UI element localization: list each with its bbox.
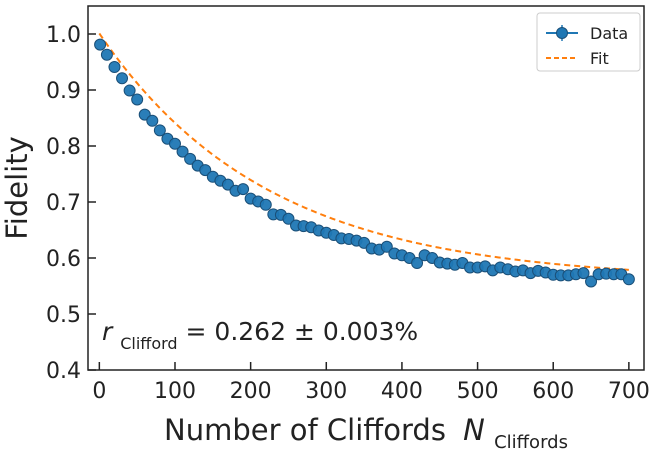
- y-tick-label: 1.0: [46, 23, 81, 48]
- data-point: [577, 267, 590, 280]
- x-axis-title: Number of Cliffords N Cliffords: [164, 413, 568, 453]
- data-point: [380, 240, 393, 253]
- rb-annotation: r Clifford = 0.262 ± 0.003%: [102, 317, 418, 355]
- x-axis-title-sub: Cliffords: [494, 432, 568, 453]
- data-point: [123, 84, 136, 97]
- data-point: [199, 164, 212, 177]
- data-point: [108, 61, 121, 74]
- plot-frame: [87, 5, 645, 371]
- legend: Data Fit: [536, 12, 641, 72]
- data-point: [411, 257, 424, 270]
- annotation-value: = 0.262 ± 0.003%: [186, 317, 419, 346]
- y-tick-label: 0.5: [46, 303, 81, 328]
- y-tick-label: 0.8: [46, 135, 81, 160]
- data-point: [146, 114, 159, 127]
- y-tick-label: 0.9: [46, 79, 81, 104]
- legend-data-marker: [556, 27, 568, 39]
- data-point: [100, 48, 113, 61]
- data-point: [585, 275, 598, 288]
- x-tick-label: 400: [381, 379, 423, 404]
- data-point: [622, 273, 635, 286]
- x-tick-label: 300: [305, 379, 347, 404]
- data-point: [131, 93, 144, 106]
- x-axis-title-main: Number of Cliffords: [164, 413, 446, 447]
- x-axis-title-var: N: [463, 413, 485, 447]
- data-point: [94, 38, 107, 51]
- y-tick-label: 0.7: [46, 191, 81, 216]
- data-point: [153, 124, 166, 137]
- fit-layer: [98, 32, 629, 271]
- legend-data-label: Data: [590, 24, 628, 43]
- x-tick-label: 0: [92, 379, 106, 404]
- data-point: [237, 183, 250, 196]
- annotation-var: r: [102, 317, 114, 346]
- y-tick-label: 0.4: [46, 359, 81, 384]
- data-point: [282, 212, 295, 225]
- x-tick-label: 200: [230, 379, 272, 404]
- axes-layer: 0 100 200 300 400 500 600 700 0.4 0.5 0.6 0.7 0.8 0.9…: [46, 23, 650, 404]
- data-point: [184, 152, 197, 165]
- data-point: [168, 137, 181, 150]
- annotation-sub: Clifford: [120, 334, 177, 353]
- fit-curve: [98, 32, 629, 271]
- data-point: [176, 145, 189, 158]
- y-axis-title: Fidelity: [0, 136, 34, 240]
- data-points-layer: [94, 38, 635, 288]
- x-tick-label: 100: [154, 379, 196, 404]
- y-tick-label: 0.6: [46, 247, 81, 272]
- x-tick-label: 600: [532, 379, 574, 404]
- legend-fit-label: Fit: [590, 49, 609, 68]
- data-point: [259, 198, 272, 211]
- x-tick-label: 500: [457, 379, 499, 404]
- x-tick-label: 700: [608, 379, 650, 404]
- data-point: [116, 72, 129, 85]
